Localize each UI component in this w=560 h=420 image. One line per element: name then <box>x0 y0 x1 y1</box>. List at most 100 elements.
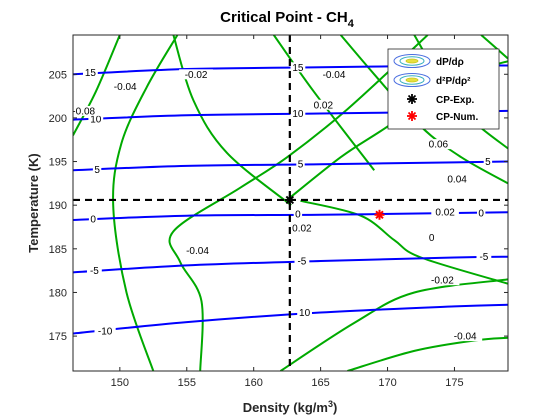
contour-label-bg-0 <box>83 67 98 78</box>
x-tick-label-4: 170 <box>378 377 396 389</box>
legend-swatch-d2Pdrho2 <box>393 73 431 87</box>
green-contour-4 <box>272 35 375 171</box>
contour-label-20: -0.04 <box>323 70 346 81</box>
x-axis-title-suffix: ) <box>333 400 337 415</box>
green-contour-2 <box>168 35 429 371</box>
contour-label-bg-10 <box>294 256 310 266</box>
green-contour-5 <box>279 278 508 371</box>
legend-marker-cp-num <box>407 111 417 121</box>
contour-label-22: 0.06 <box>429 140 449 151</box>
contour-label-bg-22 <box>424 139 453 150</box>
contour-label-6: 15 <box>292 63 304 74</box>
contour-label-bg-4 <box>87 265 102 276</box>
chart-title: Critical Point - CH4 <box>220 9 355 30</box>
contour-label-8: 5 <box>298 160 304 171</box>
green-contour-0 <box>73 35 121 136</box>
contour-label-7: 10 <box>292 109 304 120</box>
contour-label-21: 0.02 <box>314 100 334 111</box>
x-tick-label-5: 175 <box>445 377 463 389</box>
contour-label-10: -5 <box>297 257 306 268</box>
cp-exp-marker <box>284 194 295 205</box>
contour-label-2: 5 <box>94 165 100 176</box>
green-contour-7 <box>300 199 508 285</box>
contour-label-bg-21 <box>309 99 338 110</box>
x-tick-label-2: 160 <box>245 377 263 389</box>
legend-label-cp-num: CP-Num. <box>436 112 478 123</box>
chart-title-main: Critical Point - CH <box>220 9 348 26</box>
contour-label-12: 0 <box>478 209 484 220</box>
legend-label-d2Pdrho2: d²P/dρ² <box>436 76 471 87</box>
contour-label-27: -0.04 <box>454 332 477 343</box>
contour-label-bg-13 <box>476 251 492 262</box>
x-tick-label-0: 150 <box>111 377 129 389</box>
y-tick-label-4: 195 <box>49 157 67 169</box>
blue-contour-3 <box>73 211 508 221</box>
contour-label-bg-12 <box>477 208 486 218</box>
legend-label-cp-exp: CP-Exp. <box>436 95 475 106</box>
contour-label-bg-26 <box>425 275 460 286</box>
contour-label-24: 0.02 <box>435 208 455 219</box>
marker-stroke-3 <box>375 210 384 219</box>
contour-label-bg-7 <box>290 108 306 119</box>
contour-label-bg-6 <box>290 62 306 73</box>
y-axis-title: Temperature (K) <box>26 153 41 252</box>
critical-point-markers-layer <box>284 194 385 220</box>
contour-label-bg-20 <box>317 69 351 80</box>
x-tick-label-1: 155 <box>178 377 196 389</box>
contour-label-bg-18 <box>179 69 214 80</box>
contour-label-14: 5 <box>485 157 491 168</box>
legend-label-dPdrho: dP/dρ <box>436 57 464 68</box>
y-tick-label-1: 180 <box>49 287 67 299</box>
green-contour-9 <box>347 336 508 371</box>
contour-label-25: 0 <box>429 233 435 244</box>
contour-label-18: -0.02 <box>185 70 208 81</box>
contour-labels-layer: 151050-5-10151050-5100-5510-0.08-0.04-0.… <box>72 62 493 343</box>
y-tick-label-5: 200 <box>49 113 67 125</box>
contour-label-19: -0.04 <box>186 246 209 257</box>
x-axis-title: Density (kg/m3) <box>243 399 338 415</box>
contour-label-bg-17 <box>108 81 143 92</box>
blue-contour-2 <box>73 160 508 172</box>
contour-label-11: 10 <box>299 308 311 319</box>
contour-label-bg-24 <box>431 207 459 218</box>
contour-label-4: -5 <box>90 266 99 277</box>
contour-label-bg-23 <box>443 174 471 184</box>
y-tick-label-0: 175 <box>49 331 67 343</box>
contour-label-3: 0 <box>90 215 96 226</box>
contour-label-28: 0.02 <box>292 223 312 234</box>
green-contour-1 <box>112 35 179 371</box>
cp-num-marker <box>374 209 385 220</box>
x-axis-title-main: Density (kg/m <box>243 400 328 415</box>
x-axis-title-superscript: 3 <box>328 399 333 409</box>
contour-label-bg-3 <box>88 214 98 225</box>
contour-label-13: -5 <box>479 252 488 263</box>
contour-label-bg-9 <box>293 208 303 219</box>
contour-label-bg-27 <box>448 331 483 342</box>
legend-swatch-dPdrho <box>393 54 431 68</box>
legend: dP/dρ d²P/dρ² CP-Exp. CP-Num. <box>387 48 500 130</box>
legend-marker-cp-exp <box>407 94 417 104</box>
contour-label-bg-11 <box>297 307 312 318</box>
chart-title-subscript: 4 <box>348 18 355 30</box>
contour-label-16: -0.08 <box>72 106 95 117</box>
y-tick-label-3: 190 <box>49 200 67 212</box>
plot-frame <box>72 34 509 372</box>
y-tick-label-2: 185 <box>49 244 67 256</box>
contour-label-0: 15 <box>85 68 97 79</box>
contour-label-bg-8 <box>296 159 305 170</box>
contour-label-bg-19 <box>180 245 215 256</box>
contour-label-bg-5 <box>94 325 116 336</box>
contour-label-bg-14 <box>483 156 493 167</box>
contour-label-17: -0.04 <box>114 82 137 93</box>
blue-contour-4 <box>73 255 508 274</box>
contour-label-bg-2 <box>92 164 102 175</box>
contour-label-5: -10 <box>98 326 113 337</box>
contour-label-1: 10 <box>90 114 102 125</box>
contour-label-23: 0.04 <box>447 175 467 186</box>
contour-label-26: -0.02 <box>431 276 454 287</box>
y-tick-label-6: 205 <box>49 69 67 81</box>
blue-contour-5 <box>73 303 508 335</box>
contour-label-bg-16 <box>73 105 101 116</box>
